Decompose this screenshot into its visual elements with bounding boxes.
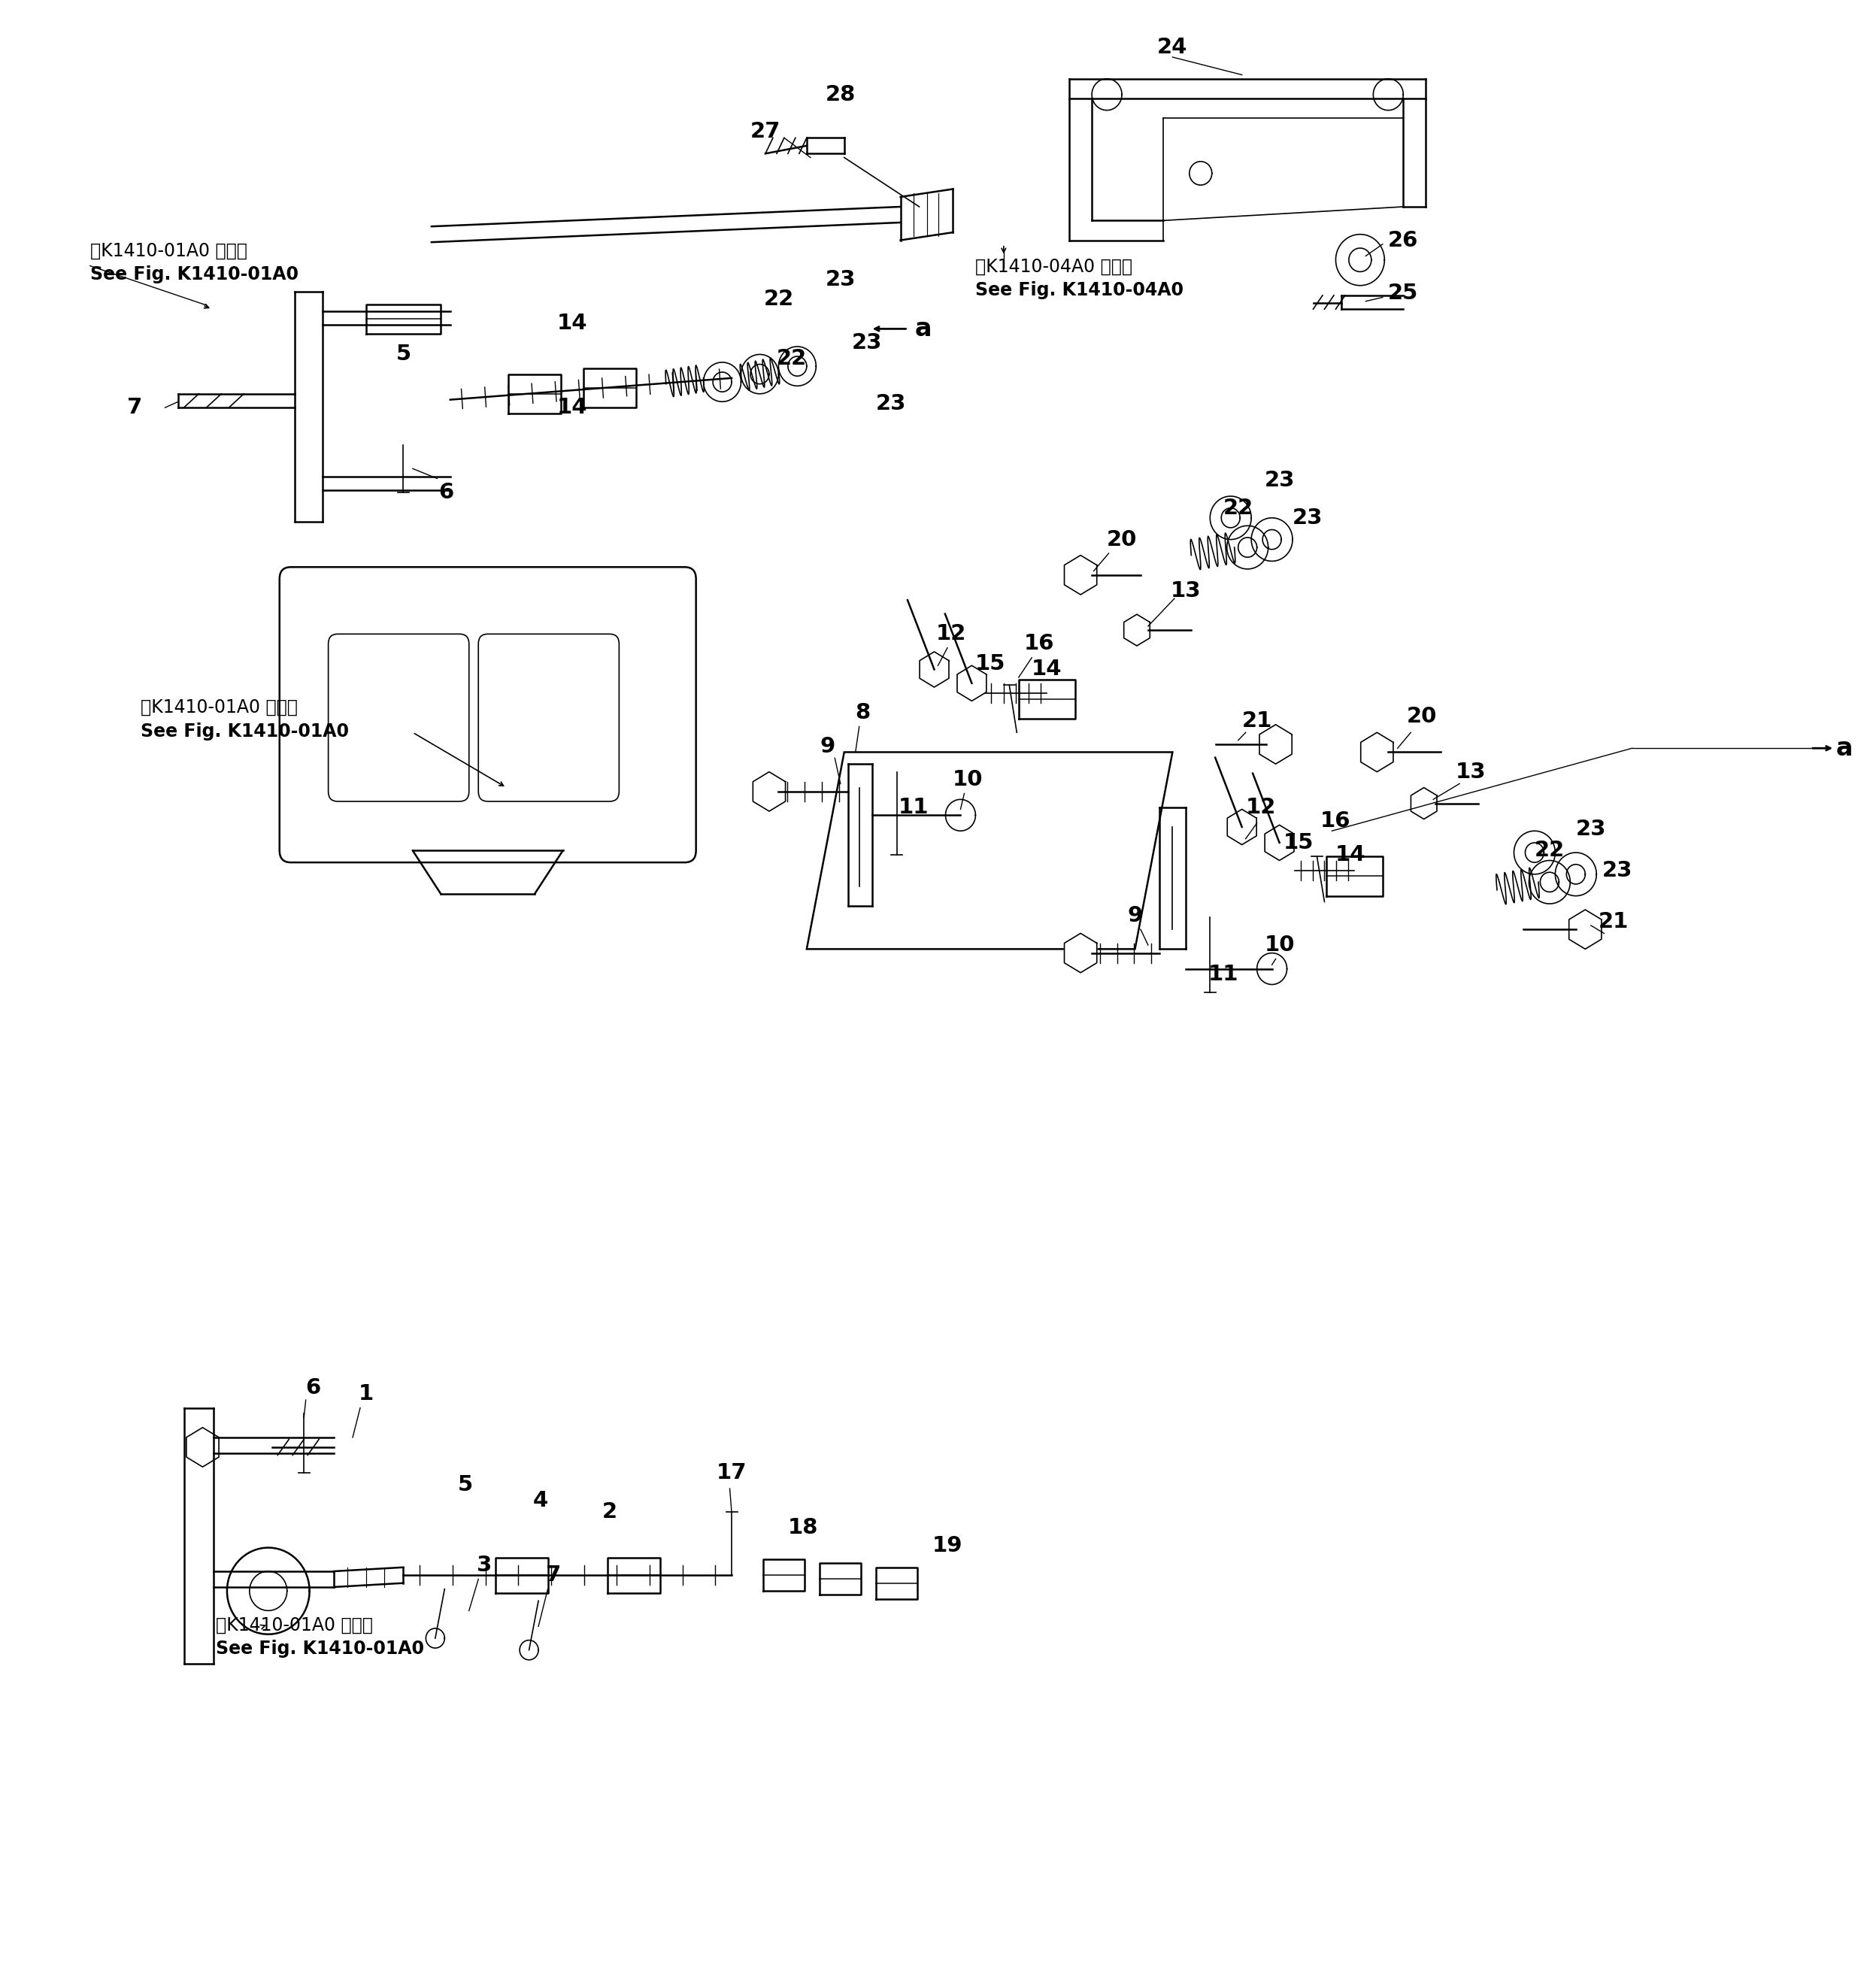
Text: 23: 23 <box>1293 508 1323 528</box>
Text: See Fig. K1410-01A0: See Fig. K1410-01A0 <box>90 266 298 284</box>
Text: 4: 4 <box>533 1491 548 1510</box>
Text: 24: 24 <box>1157 37 1188 57</box>
Text: 25: 25 <box>1388 284 1418 303</box>
Polygon shape <box>1568 910 1602 949</box>
Text: 9: 9 <box>820 736 835 756</box>
Text: 14: 14 <box>557 313 587 333</box>
Text: 26: 26 <box>1388 230 1418 250</box>
Polygon shape <box>1360 732 1394 772</box>
Text: 23: 23 <box>1576 819 1606 839</box>
Polygon shape <box>186 1428 219 1467</box>
Polygon shape <box>520 1640 538 1660</box>
Text: 14: 14 <box>557 398 587 417</box>
Polygon shape <box>1411 788 1437 819</box>
Text: 7: 7 <box>546 1565 561 1585</box>
Text: 16: 16 <box>1321 811 1351 831</box>
Text: 22: 22 <box>1535 841 1565 860</box>
Text: 10: 10 <box>1264 935 1294 955</box>
Text: 23: 23 <box>1264 471 1294 490</box>
Polygon shape <box>1227 809 1257 845</box>
Text: 12: 12 <box>936 624 966 644</box>
Polygon shape <box>1064 933 1097 973</box>
Polygon shape <box>1124 614 1150 646</box>
Polygon shape <box>919 652 949 687</box>
Text: 16: 16 <box>1024 634 1054 654</box>
Text: 13: 13 <box>1456 762 1486 782</box>
Text: 27: 27 <box>750 122 780 142</box>
Text: a: a <box>1835 736 1853 760</box>
Text: 18: 18 <box>788 1518 818 1538</box>
Text: 21: 21 <box>1242 711 1272 730</box>
Text: 12: 12 <box>1246 797 1276 817</box>
Text: See Fig. K1410-01A0: See Fig. K1410-01A0 <box>141 723 349 740</box>
Text: 20: 20 <box>1407 707 1437 727</box>
Polygon shape <box>752 772 786 811</box>
Text: 14: 14 <box>1336 845 1366 864</box>
Text: 13: 13 <box>1171 581 1201 601</box>
Text: 第K1410-01A0 図参照: 第K1410-01A0 図参照 <box>216 1617 373 1634</box>
Text: 23: 23 <box>1602 860 1632 880</box>
Text: 11: 11 <box>899 797 929 817</box>
Polygon shape <box>946 799 976 831</box>
Polygon shape <box>957 666 987 701</box>
Text: 21: 21 <box>1598 912 1628 931</box>
Polygon shape <box>426 1628 445 1648</box>
Text: 6: 6 <box>439 482 454 502</box>
Polygon shape <box>1259 725 1293 764</box>
Text: a: a <box>914 317 932 341</box>
Text: 23: 23 <box>825 270 855 289</box>
Text: 2: 2 <box>602 1502 617 1522</box>
Text: 22: 22 <box>777 349 807 368</box>
Text: See Fig. K1410-04A0: See Fig. K1410-04A0 <box>976 282 1184 299</box>
Text: 第K1410-01A0 図参照: 第K1410-01A0 図参照 <box>90 242 248 260</box>
Polygon shape <box>227 1548 310 1634</box>
Text: 6: 6 <box>306 1378 321 1398</box>
Text: 22: 22 <box>1223 498 1253 518</box>
Text: 20: 20 <box>1107 530 1137 549</box>
Text: 23: 23 <box>876 394 906 413</box>
Text: 22: 22 <box>764 289 794 309</box>
Text: 第K1410-01A0 図参照: 第K1410-01A0 図参照 <box>141 699 298 717</box>
Polygon shape <box>1064 555 1097 595</box>
Text: See Fig. K1410-01A0: See Fig. K1410-01A0 <box>216 1640 424 1658</box>
Text: 8: 8 <box>855 703 870 723</box>
Polygon shape <box>1257 953 1287 984</box>
Text: 17: 17 <box>717 1463 747 1483</box>
Text: 5: 5 <box>396 345 411 364</box>
Polygon shape <box>1264 825 1294 860</box>
Text: 第K1410-04A0 図参照: 第K1410-04A0 図参照 <box>976 258 1133 276</box>
Text: 7: 7 <box>128 398 143 417</box>
Text: 14: 14 <box>1032 660 1062 679</box>
Text: 9: 9 <box>1127 906 1142 925</box>
Text: 15: 15 <box>1283 833 1313 853</box>
Text: 1: 1 <box>358 1384 373 1404</box>
Text: 19: 19 <box>932 1536 962 1556</box>
Text: 5: 5 <box>458 1475 473 1494</box>
Text: 10: 10 <box>953 770 983 790</box>
Text: 28: 28 <box>825 85 855 104</box>
Text: 11: 11 <box>1208 965 1238 984</box>
Text: 3: 3 <box>477 1556 492 1575</box>
Text: 23: 23 <box>852 333 882 352</box>
Text: 15: 15 <box>976 654 1006 673</box>
